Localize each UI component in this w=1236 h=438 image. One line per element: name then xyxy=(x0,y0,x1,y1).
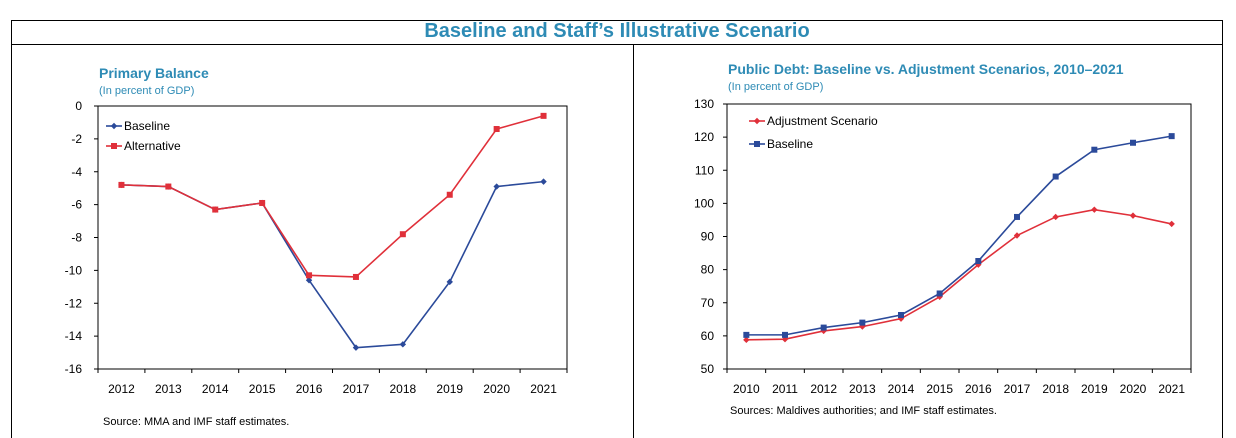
chart-1-series-1-point xyxy=(1091,146,1098,153)
title-divider xyxy=(11,44,1223,45)
chart-1-y-tick-label: 70 xyxy=(701,296,715,310)
chart-1-series-1-line xyxy=(746,135,1172,336)
chart-1-series-1-point xyxy=(1168,133,1175,140)
chart-0-x-tick-label: 2012 xyxy=(108,382,135,396)
chart-0-series-1-point xyxy=(212,206,219,213)
chart-1-x-tick-label: 2020 xyxy=(1120,382,1147,396)
chart-0-series-1-point xyxy=(352,273,359,280)
chart-0-x-tick-label: 2016 xyxy=(296,382,323,396)
chart-0-y-tick-label: -10 xyxy=(65,263,83,277)
chart-1-x-tick-label: 2021 xyxy=(1158,382,1185,396)
chart-0-series-0-point xyxy=(446,278,453,286)
chart-0-x-tick-label: 2015 xyxy=(249,382,276,396)
chart-1-series-0-point xyxy=(1052,213,1059,221)
chart-0-y-tick-label: -2 xyxy=(71,132,82,146)
figure-frame xyxy=(11,20,1223,438)
chart-1-y-tick-label: 110 xyxy=(695,163,714,177)
chart-1-y-tick-label: 90 xyxy=(701,230,715,244)
chart-1-source-note: Sources: Maldives authorities; and IMF s… xyxy=(730,405,997,417)
chart-0-y-tick-label: -14 xyxy=(65,329,83,343)
chart-1-y-tick-label: 80 xyxy=(701,263,715,277)
chart-0-source-note: Source: MMA and IMF staff estimates. xyxy=(103,416,289,428)
chart-1-x-tick-label: 2015 xyxy=(926,382,953,396)
chart-0-x-tick-label: 2013 xyxy=(155,382,182,396)
chart-1-y-tick-label: 130 xyxy=(694,97,714,111)
chart-1-x-tick-label: 2010 xyxy=(733,382,760,396)
chart-0-series-1-point xyxy=(540,112,547,119)
chart-0-series-1-point xyxy=(446,191,453,198)
chart-0-y-tick-label: -16 xyxy=(65,362,83,376)
chart-1-x-tick-label: 2017 xyxy=(1004,382,1031,396)
chart-1-x-tick-label: 2011 xyxy=(772,382,798,396)
chart-0-series-0-point xyxy=(305,277,313,284)
chart-1-series-1-point xyxy=(898,312,904,319)
chart-0-x-tick-label: 2018 xyxy=(389,382,416,396)
chart-1-series-0-point xyxy=(743,336,750,344)
chart-1-x-tick-label: 2016 xyxy=(965,382,992,396)
chart-1-y-tick-label: 100 xyxy=(694,196,714,210)
chart-0-y-tick-label: -12 xyxy=(65,296,83,310)
chart-1-y-tick-label: 50 xyxy=(701,362,715,376)
chart-1-subtitle: (In percent of GDP) xyxy=(728,81,823,93)
chart-1-series-1-point xyxy=(936,290,943,297)
chart-0-y-tick-label: -4 xyxy=(71,165,82,179)
chart-1-legend-label: Adjustment Scenario xyxy=(767,114,878,128)
chart-0-series-0-point xyxy=(540,178,547,185)
chart-1-series-1-point xyxy=(859,319,866,326)
chart-1-series-1-point xyxy=(782,331,788,338)
chart-0-series-1-point xyxy=(306,272,313,279)
chart-0-series-0-point xyxy=(493,183,500,190)
chart-1-title: Public Debt: Baseline vs. Adjustment Sce… xyxy=(728,61,1124,77)
chart-1-legend-label: Baseline xyxy=(767,137,813,151)
chart-0-x-tick-label: 2021 xyxy=(530,382,557,396)
panel-divider xyxy=(633,44,634,438)
chart-0-legend-label: Alternative xyxy=(124,139,181,153)
chart-1-series-1-point xyxy=(1130,139,1136,146)
chart-1-legend-marker xyxy=(753,117,761,125)
chart-1-series-0-line xyxy=(746,208,1172,341)
page-title: Baseline and Staff’s Illustrative Scenar… xyxy=(424,20,810,42)
chart-1-series-0-point xyxy=(1168,220,1175,228)
chart-1-x-tick-label: 2019 xyxy=(1081,382,1108,396)
chart-0-x-tick-label: 2014 xyxy=(202,382,229,396)
chart-1-y-tick-label: 120 xyxy=(694,130,714,144)
chart-1-series-0-point xyxy=(1013,232,1021,239)
chart-1-series-1-point xyxy=(975,258,982,265)
chart-1-legend-marker xyxy=(754,141,760,147)
chart-1-series-1-point xyxy=(743,331,750,338)
chart-0-series-0-point xyxy=(352,344,360,351)
chart-0-legend-label: Baseline xyxy=(124,119,170,133)
chart-0-title: Primary Balance xyxy=(99,65,209,81)
chart-1-series-1-point xyxy=(1052,173,1059,180)
chart-1-series-1-point xyxy=(1014,213,1020,220)
chart-0-legend-marker xyxy=(111,143,117,149)
chart-1-series-0-point xyxy=(1129,212,1137,219)
chart-0-y-tick-label: -6 xyxy=(71,198,82,212)
chart-1-x-tick-label: 2012 xyxy=(810,382,837,396)
chart-0-series-1-point xyxy=(259,199,266,206)
chart-0-series-1-point xyxy=(493,126,500,133)
chart-0-x-tick-label: 2019 xyxy=(436,382,463,396)
chart-0-series-1-line xyxy=(121,115,544,278)
chart-0-y-tick-label: -8 xyxy=(71,231,82,245)
chart-0-subtitle: (In percent of GDP) xyxy=(99,85,194,97)
chart-1-x-tick-label: 2013 xyxy=(849,382,876,396)
chart-0-series-0-line xyxy=(121,180,544,349)
chart-0-legend-marker xyxy=(110,122,118,130)
chart-0-series-1-point xyxy=(165,183,172,190)
chart-0-y-tick-label: 0 xyxy=(75,99,82,113)
chart-0-series-1-point xyxy=(118,181,125,188)
chart-1-x-tick-label: 2018 xyxy=(1042,382,1069,396)
chart-0-x-tick-label: 2017 xyxy=(343,382,370,396)
chart-0-series-0-point xyxy=(399,341,407,348)
chart-1-x-tick-label: 2014 xyxy=(888,382,915,396)
chart-1-y-tick-label: 60 xyxy=(701,329,715,343)
chart-0-series-1-point xyxy=(399,231,406,238)
chart-1-series-0-point xyxy=(1091,206,1098,213)
chart-0-x-tick-label: 2020 xyxy=(483,382,510,396)
chart-1-series-1-point xyxy=(820,324,827,331)
